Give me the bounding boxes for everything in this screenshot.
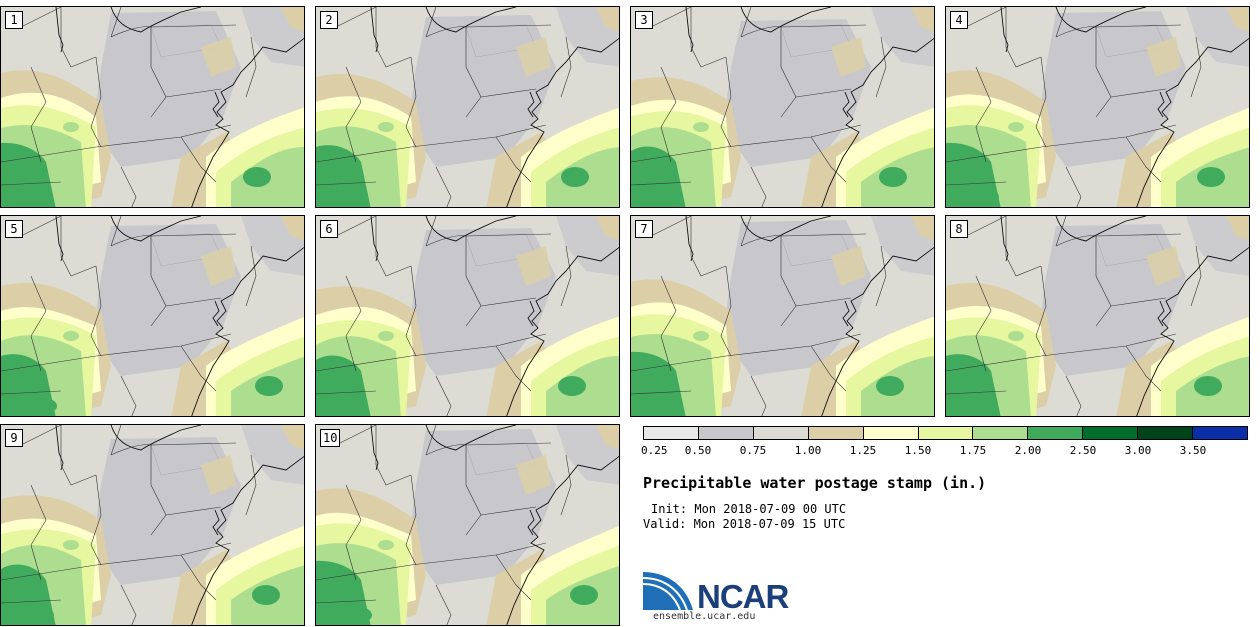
colorbar-segment [644, 427, 699, 439]
colorbar-segment [753, 427, 809, 439]
colorbar-segment [698, 427, 754, 439]
ensemble-member-panel-4: 4 [945, 6, 1250, 208]
precipitable-water-map [316, 7, 619, 207]
ensemble-member-panel-5: 5 [0, 215, 305, 417]
colorbar-tick-label: 1.75 [959, 444, 987, 457]
member-number-label: 1 [5, 11, 23, 29]
precipitable-water-map [631, 216, 934, 416]
member-number-label: 2 [320, 11, 338, 29]
colorbar-tick-label: 1.50 [904, 444, 932, 457]
colorbar-segment [973, 427, 1029, 439]
colorbar-segment [1083, 427, 1139, 439]
precipitable-water-map [946, 7, 1249, 207]
colorbar-tick-label: 0.75 [739, 444, 767, 457]
colorbar-tick-label: 3.00 [1124, 444, 1152, 457]
ncar-logo-text: NCAR [697, 578, 789, 615]
colorbar-tick-label: 1.00 [794, 444, 822, 457]
precipitable-water-map [1, 216, 304, 416]
member-number-label: 7 [635, 220, 653, 238]
ensemble-member-panel-3: 3 [630, 6, 935, 208]
precipitable-water-map [316, 425, 619, 625]
ensemble-member-panel-6: 6 [315, 215, 620, 417]
colorbar-segment [1028, 427, 1084, 439]
ensemble-member-panel-10: 10 [315, 424, 620, 626]
member-number-label: 4 [950, 11, 968, 29]
precipitable-water-map [946, 216, 1249, 416]
ensemble-url: ensemble.ucar.edu [653, 611, 756, 622]
colorbar-segment [808, 427, 864, 439]
precipitable-water-map [631, 7, 934, 207]
ncar-logo-icon [643, 572, 693, 611]
ensemble-member-panel-8: 8 [945, 215, 1250, 417]
precipitable-water-map [1, 7, 304, 207]
colorbar-segment [1138, 427, 1194, 439]
colorbar-tick-label: 3.50 [1179, 444, 1207, 457]
member-number-label: 3 [635, 11, 653, 29]
colorbar-tick-label: 0.50 [684, 444, 712, 457]
precipitable-water-colorbar [643, 426, 1248, 440]
ensemble-member-panel-9: 9 [0, 424, 305, 626]
precipitable-water-map [1, 425, 304, 625]
colorbar-segment [1193, 427, 1247, 439]
init-time-label: Init: Mon 2018-07-09 00 UTC [651, 502, 847, 516]
ensemble-member-panel-2: 2 [315, 6, 620, 208]
colorbar-tick-label: 2.50 [1069, 444, 1097, 457]
member-number-label: 6 [320, 220, 338, 238]
figure-title: Precipitable water postage stamp (in.) [643, 474, 987, 492]
valid-time-label: Valid: Mon 2018-07-09 15 UTC [643, 517, 846, 531]
colorbar-tick-label: 1.25 [849, 444, 877, 457]
ensemble-member-panel-7: 7 [630, 215, 935, 417]
colorbar-tick-label: 2.00 [1014, 444, 1042, 457]
precipitable-water-map [316, 216, 619, 416]
colorbar-segment [918, 427, 974, 439]
ensemble-member-panel-1: 1 [0, 6, 305, 208]
colorbar-tick-label: 0.25 [641, 444, 668, 457]
member-number-label: 8 [950, 220, 968, 238]
member-number-label: 10 [320, 429, 341, 447]
member-number-label: 5 [5, 220, 23, 238]
colorbar-segment [863, 427, 919, 439]
member-number-label: 9 [5, 429, 23, 447]
colorbar-tick-labels: 0.25 0.50 0.75 1.00 1.25 1.50 1.75 2.00 2.50 3.00… [641, 444, 1248, 460]
